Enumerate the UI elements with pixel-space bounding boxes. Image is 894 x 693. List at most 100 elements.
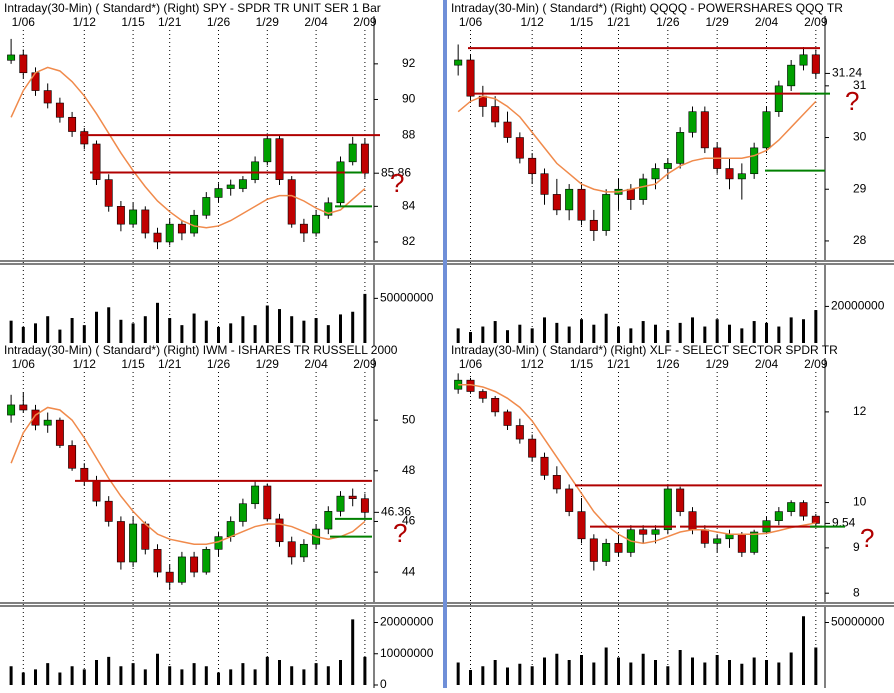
candle-body xyxy=(226,184,235,189)
candle-body xyxy=(263,485,272,520)
candle-body xyxy=(799,54,808,66)
x-tick-label: 1/21 xyxy=(607,15,631,29)
candle-body xyxy=(80,467,89,482)
candle-body xyxy=(503,411,512,426)
x-tick-label: 1/12 xyxy=(520,357,544,371)
volume-bar xyxy=(728,660,731,685)
volume-bar xyxy=(592,324,596,343)
candle-body xyxy=(263,138,272,163)
candle-body xyxy=(787,64,796,87)
volume-bar xyxy=(180,325,184,343)
candle-body xyxy=(602,543,611,562)
volume-bar xyxy=(363,656,367,685)
volume-bar xyxy=(314,663,318,685)
candle-body xyxy=(68,445,77,469)
candle-body xyxy=(750,147,759,175)
candle-body xyxy=(540,173,549,195)
x-tick-label: 1/12 xyxy=(73,357,97,371)
candle-body xyxy=(43,90,52,104)
volume-bar xyxy=(290,666,294,685)
x-tick-label: 1/26 xyxy=(656,357,680,371)
candle-body xyxy=(324,202,333,216)
volume-bar xyxy=(629,328,633,343)
pane-divider xyxy=(443,0,447,688)
last-price-label: 85.86 xyxy=(381,165,411,179)
candle-body xyxy=(177,556,186,583)
volume-bar xyxy=(715,319,719,343)
candle-body xyxy=(190,556,199,573)
volume-tick-label: 50000000 xyxy=(380,291,434,305)
y-tick-label: 9 xyxy=(853,540,860,554)
volume-bar xyxy=(765,322,768,343)
candle-body xyxy=(19,54,28,74)
volume-bar xyxy=(46,316,50,343)
volume-bar xyxy=(9,666,13,685)
volume-bar xyxy=(580,655,583,685)
annotation: ? xyxy=(393,518,407,548)
y-tick-label: 46 xyxy=(402,514,416,528)
volume-bar xyxy=(641,653,645,685)
volume-bar xyxy=(814,310,818,343)
candle-body xyxy=(737,533,746,553)
volume-bar xyxy=(604,647,608,685)
x-tick-label: 2/09 xyxy=(353,15,377,29)
volume-bar xyxy=(567,660,571,685)
x-tick-label: 1/29 xyxy=(705,15,729,29)
volume-bar xyxy=(592,662,596,685)
y-tick-label: 29 xyxy=(853,181,867,195)
volume-bar xyxy=(456,662,460,685)
candle-body xyxy=(141,209,150,234)
candle-body xyxy=(129,523,138,563)
volume-bar xyxy=(253,325,257,343)
volume-bar xyxy=(543,657,546,685)
volume-bar xyxy=(678,650,682,685)
volume-bar xyxy=(814,647,818,685)
volume-bar xyxy=(107,656,111,685)
chart-pane: Intraday(30-Min) ( Standard*) (Right) IW… xyxy=(0,343,443,688)
candle-body xyxy=(348,495,357,499)
volume-bar xyxy=(469,332,472,343)
candle-body xyxy=(299,223,308,234)
candle-body xyxy=(116,521,125,563)
candle-body xyxy=(515,137,524,159)
annotation: ? xyxy=(390,168,404,198)
volume-bar xyxy=(241,316,245,343)
candle-body xyxy=(238,503,247,522)
y-tick-label: 8 xyxy=(853,585,860,599)
candle-body xyxy=(466,59,475,97)
candle-body xyxy=(787,502,796,512)
y-tick-label: 44 xyxy=(402,564,416,578)
x-tick-label: 1/26 xyxy=(207,15,231,29)
x-tick-label: 1/06 xyxy=(12,15,36,29)
candle-body xyxy=(336,161,345,204)
candle-body xyxy=(663,488,672,531)
candle-body xyxy=(491,106,500,123)
volume-bar xyxy=(691,657,694,685)
volume-bar xyxy=(204,320,208,343)
candle-body xyxy=(478,391,487,399)
volume-bar xyxy=(530,666,534,685)
volume-bar xyxy=(339,314,342,343)
y-tick-label: 10 xyxy=(853,495,867,509)
chart-title: Intraday(30-Min) ( Standard*) (Right) XL… xyxy=(451,343,838,357)
volume-bar xyxy=(728,324,731,343)
volume-tick-label: 20000000 xyxy=(831,299,885,313)
candle-body xyxy=(324,511,333,530)
y-tick-label: 84 xyxy=(402,199,416,213)
volume-bar xyxy=(481,666,485,685)
candle-body xyxy=(31,409,40,426)
x-tick-label: 1/29 xyxy=(705,357,729,371)
candle-body xyxy=(577,511,586,540)
chart-title: Intraday(30-Min) ( Standard*) (Right) IW… xyxy=(4,343,398,357)
x-tick-label: 1/06 xyxy=(12,357,36,371)
volume-bar xyxy=(530,328,534,343)
volume-bar xyxy=(789,317,793,343)
volume-bar xyxy=(518,663,522,685)
volume-bar xyxy=(789,652,793,685)
x-tick-label: 1/15 xyxy=(570,357,594,371)
volume-bar xyxy=(143,316,147,343)
volume-bar xyxy=(34,323,37,343)
volume-bar xyxy=(678,322,682,343)
candle-body xyxy=(577,188,586,221)
moving-average xyxy=(10,66,366,229)
